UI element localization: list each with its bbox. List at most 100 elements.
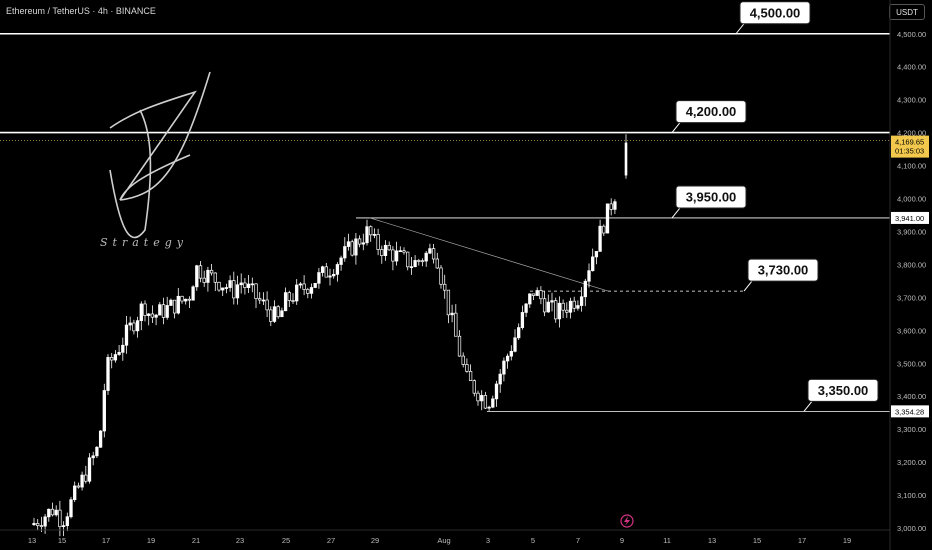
candle: [539, 286, 543, 305]
candle: [298, 282, 303, 289]
candle: [542, 290, 547, 317]
flash-icon[interactable]: [620, 514, 634, 528]
candle-body: [587, 270, 591, 282]
candle: [76, 482, 81, 489]
candle-body: [565, 309, 569, 313]
candle-body: [354, 238, 358, 256]
candle-body: [135, 320, 140, 332]
candle: [250, 277, 254, 293]
candle-body: [369, 226, 373, 236]
candle-body: [328, 275, 332, 278]
x-tick-label: 23: [236, 536, 244, 545]
candle: [561, 299, 565, 319]
candle: [169, 298, 173, 306]
candle: [594, 251, 599, 265]
trendline: [369, 217, 609, 292]
candle-body: [139, 303, 143, 322]
candle: [554, 297, 558, 323]
candle: [535, 287, 539, 296]
candle-body: [531, 293, 536, 296]
axis-price-tag: [891, 405, 929, 418]
price-axis: 3,000.00 3,100.00 3,200.00 3,300.00 3,400.00…: [889, 0, 926, 550]
candle-body: [243, 282, 247, 288]
candle-body: [480, 395, 484, 402]
candle-body: [280, 310, 284, 318]
candle-body: [487, 406, 491, 409]
callout-label: 3,730.00: [758, 263, 809, 278]
candle-body: [376, 234, 380, 250]
candle-body: [254, 283, 258, 299]
candle-body: [517, 327, 521, 339]
candle-body: [346, 241, 351, 247]
candle-body: [350, 241, 354, 256]
candle: [398, 246, 402, 253]
x-tick-label: 15: [753, 536, 761, 545]
candle-body: [180, 295, 184, 302]
candle-body: [572, 300, 576, 309]
x-tick-label: 3: [486, 536, 490, 545]
candle-body: [221, 287, 225, 291]
candle: [472, 379, 476, 397]
candle-body: [161, 304, 166, 318]
candle: [121, 337, 125, 361]
candle: [246, 275, 251, 293]
candle-body: [465, 364, 469, 372]
candle: [402, 247, 406, 255]
candle-body: [39, 525, 44, 527]
candle: [454, 304, 458, 337]
candle: [176, 287, 180, 315]
candle: [306, 287, 310, 299]
candle-body: [73, 485, 77, 501]
candle-body: [106, 357, 110, 391]
y-tick-label: 3,300.00: [897, 425, 926, 434]
countdown-label: 01:35:03: [895, 147, 924, 156]
candle: [187, 296, 192, 309]
x-tick-label: 19: [843, 536, 851, 545]
candle-body: [302, 283, 306, 290]
candle: [287, 290, 291, 308]
candle-body: [158, 304, 162, 316]
candle-body: [65, 516, 69, 526]
candle: [154, 313, 158, 326]
callout-pointer: [671, 122, 681, 133]
candle-body: [420, 260, 425, 263]
candle-body: [542, 298, 547, 313]
candle: [261, 292, 266, 306]
candle: [513, 329, 517, 353]
axis-price-tag: [891, 211, 929, 224]
candle-body: [113, 354, 118, 361]
candle-body: [50, 508, 55, 516]
candle: [365, 219, 369, 246]
candle-body: [406, 251, 410, 268]
candle-body: [165, 305, 169, 318]
x-tick-label: 5: [531, 536, 535, 545]
candle: [565, 302, 569, 318]
candle: [36, 519, 40, 531]
candle: [65, 512, 69, 532]
candle: [332, 269, 336, 279]
candle: [110, 353, 114, 369]
candle-body: [36, 523, 40, 526]
candle: [380, 245, 384, 264]
candle: [328, 268, 332, 286]
axis-price-tag-label: 3,354.28: [895, 407, 924, 416]
last-price-tag: [891, 135, 929, 158]
candle: [576, 300, 580, 311]
candle: [457, 330, 462, 357]
candle: [147, 313, 151, 326]
candle: [317, 268, 321, 289]
candle: [483, 391, 488, 409]
candle-body: [450, 312, 454, 316]
candle-body: [598, 225, 602, 252]
candle: [269, 306, 273, 327]
x-tick-label: 29: [371, 536, 379, 545]
candle-body: [206, 269, 210, 283]
level-callout: 4,500.00: [735, 1, 811, 35]
candle: [43, 514, 47, 534]
candle: [106, 354, 110, 395]
candle-body: [80, 474, 84, 488]
candle: [265, 291, 269, 318]
candle-body: [372, 234, 377, 236]
